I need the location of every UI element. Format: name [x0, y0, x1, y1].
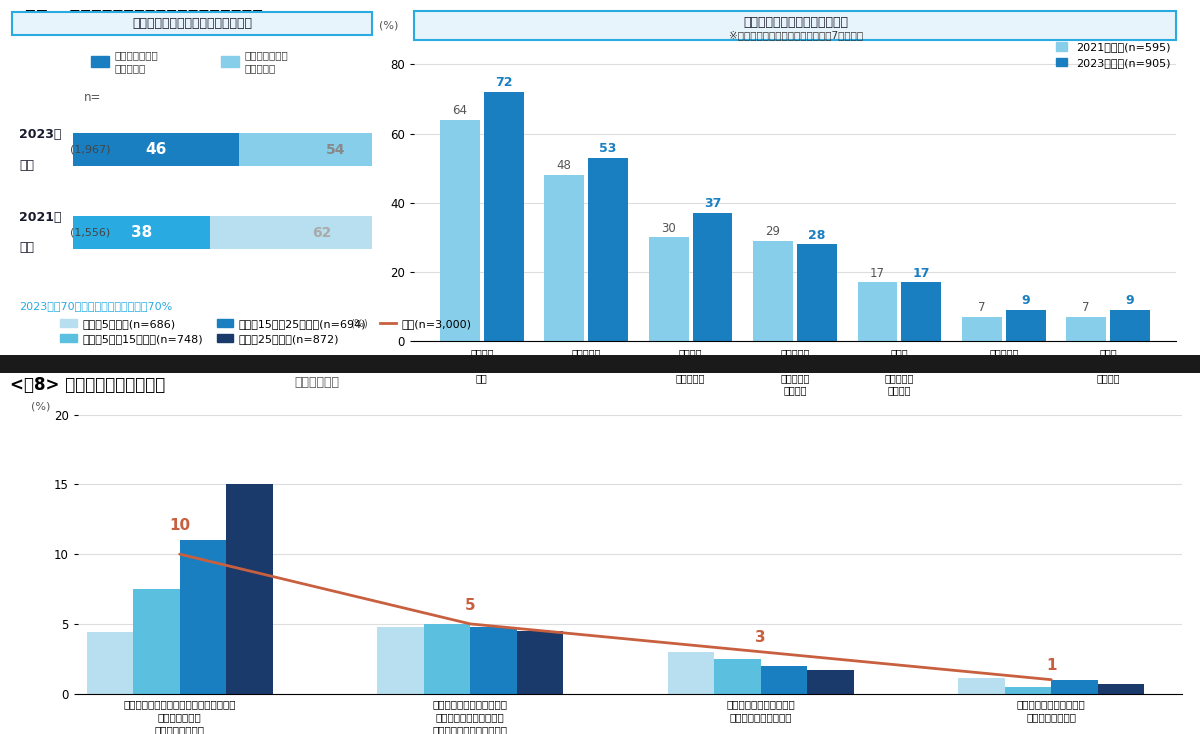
Text: (%): (%)	[350, 319, 368, 328]
Text: ※ベース：リフォーム経験者／上位7項目抜粋: ※ベース：リフォーム経験者／上位7項目抜粋	[728, 30, 863, 40]
Text: 3: 3	[756, 630, 766, 644]
Text: n=: n=	[84, 91, 101, 104]
Bar	[858, 283, 898, 341]
Bar	[545, 175, 584, 341]
Text: 2023年の70代のリフォーム経験率は70%: 2023年の70代のリフォーム経験率は70%	[19, 302, 173, 311]
Bar	[226, 484, 272, 694]
Bar	[440, 120, 480, 341]
Text: リフォームした
ことがある: リフォームした ことがある	[115, 51, 158, 73]
Text: (%): (%)	[31, 402, 50, 412]
Bar	[210, 216, 433, 249]
Bar	[754, 241, 793, 341]
Bar	[91, 56, 109, 68]
Bar	[484, 92, 523, 341]
Text: (%): (%)	[379, 21, 398, 31]
Bar	[86, 632, 133, 694]
Text: リフォームの内容（複数回答）: リフォームの内容（複数回答）	[743, 15, 848, 29]
Bar	[133, 589, 180, 694]
Bar	[517, 631, 563, 694]
Text: 全体: 全体	[19, 159, 35, 172]
Text: 5: 5	[464, 597, 475, 613]
Bar	[470, 627, 517, 694]
Text: 2021年: 2021年	[19, 211, 61, 224]
Bar	[73, 216, 210, 249]
Text: 37: 37	[704, 197, 721, 211]
Text: 17: 17	[870, 266, 884, 280]
Text: 54: 54	[326, 143, 346, 157]
Bar	[649, 238, 689, 341]
Text: <図8> リフォーム詐欺の経験: <図8> リフォーム詐欺の経験	[10, 376, 164, 394]
Text: リフォームした
ことはない: リフォームした ことはない	[245, 51, 288, 73]
Bar	[1004, 687, 1051, 694]
Text: 1: 1	[1046, 658, 1056, 672]
Bar	[1067, 317, 1106, 341]
Text: 9: 9	[1126, 294, 1134, 308]
Text: (1,967): (1,967)	[70, 145, 110, 155]
Text: 7: 7	[1082, 302, 1090, 314]
Text: 38: 38	[131, 225, 152, 240]
Text: 28: 28	[809, 228, 826, 241]
Bar	[797, 244, 836, 341]
Text: ※ベース：持ち家居住者: ※ベース：持ち家居住者	[456, 9, 541, 22]
Text: 72: 72	[496, 76, 512, 90]
Bar	[1098, 684, 1145, 694]
Text: 29: 29	[766, 225, 780, 238]
Bar	[221, 56, 239, 68]
Bar	[239, 134, 433, 167]
Text: 7: 7	[978, 302, 985, 314]
Text: 2023年: 2023年	[19, 128, 61, 141]
Bar	[714, 659, 761, 694]
Text: 64: 64	[452, 104, 468, 117]
Bar	[1110, 310, 1150, 341]
Text: 全体: 全体	[19, 241, 35, 254]
Text: リフォームの経験有無（単一回答）: リフォームの経験有無（単一回答）	[132, 17, 252, 30]
Bar	[692, 214, 732, 341]
Text: 30: 30	[661, 222, 676, 235]
Bar	[377, 627, 424, 694]
Bar	[1051, 680, 1098, 694]
Bar	[73, 134, 239, 167]
Bar	[901, 283, 941, 341]
Text: 48: 48	[557, 159, 571, 172]
Text: <図7> リフォーム経験の有無とリフォーム内容: <図7> リフォーム経験の有無とリフォーム内容	[10, 9, 263, 27]
Text: 53: 53	[600, 142, 617, 155]
Text: 10: 10	[169, 518, 191, 533]
Text: 62: 62	[312, 225, 331, 239]
Bar	[808, 670, 853, 694]
Legend: 2021年全体(n=595), 2023年全体(n=905): 2021年全体(n=595), 2023年全体(n=905)	[1056, 43, 1170, 68]
Bar	[761, 666, 808, 694]
Bar	[959, 678, 1004, 694]
Text: （複数回答）: （複数回答）	[294, 376, 340, 389]
Text: 46: 46	[145, 142, 167, 157]
Bar	[588, 158, 628, 341]
Bar	[180, 540, 226, 694]
Text: 17: 17	[912, 266, 930, 280]
Bar	[667, 652, 714, 694]
Bar	[1006, 310, 1045, 341]
Text: (1,556): (1,556)	[70, 228, 110, 238]
Bar	[962, 317, 1002, 341]
Bar	[424, 624, 470, 694]
Legend: 築年数5年未満(n=686), 築年数5年～15年未満(n=748), 築年数15年～25年未満(n=694), 築年数25年以上(n=872), 全体(n=3: 築年数5年未満(n=686), 築年数5年～15年未満(n=748), 築年数1…	[56, 314, 476, 349]
Text: 9: 9	[1021, 294, 1030, 308]
